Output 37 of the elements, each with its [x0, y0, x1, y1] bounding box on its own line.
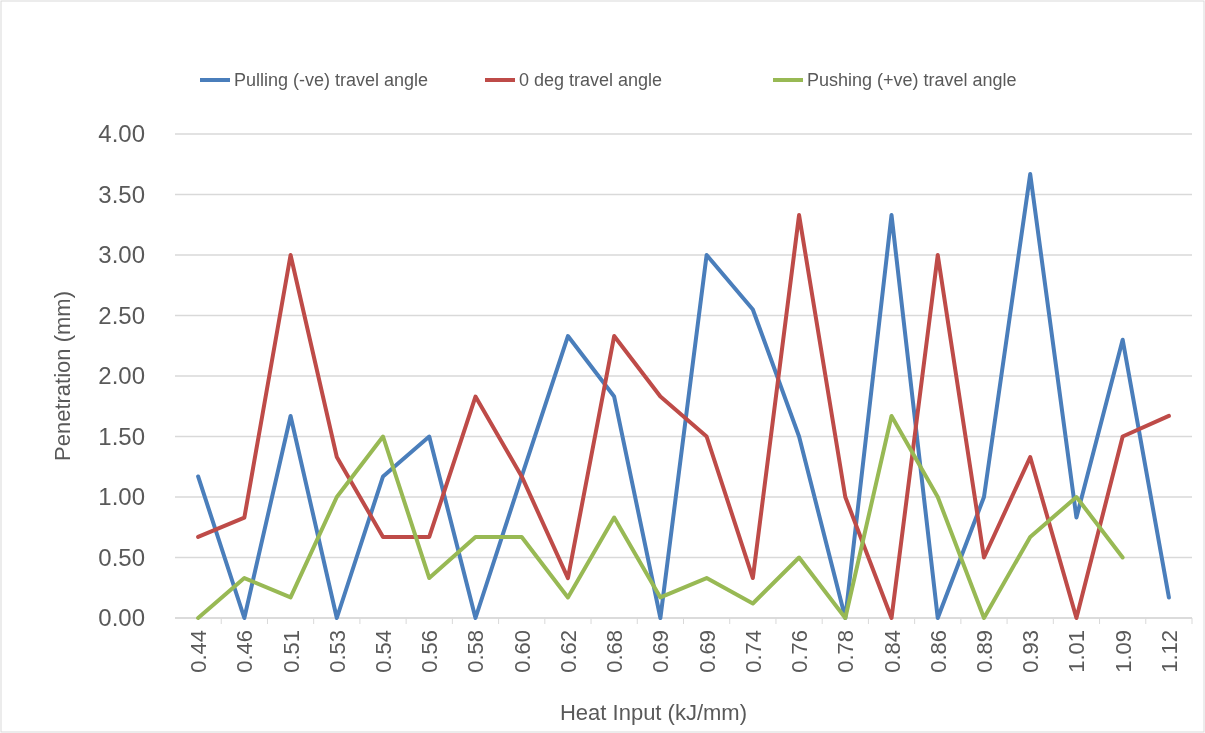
x-tick-label: 0.89 — [971, 630, 997, 673]
legend-label: Pushing (+ve) travel angle — [807, 70, 1017, 91]
x-tick-label: 0.69 — [648, 630, 674, 673]
line-series — [196, 413, 1125, 620]
x-tick-label: 0.60 — [509, 630, 535, 673]
y-tick-label: 0.50 — [98, 543, 145, 571]
x-tick-label: 1.12 — [1156, 630, 1182, 673]
y-tick-label: 3.00 — [98, 241, 145, 269]
x-tick-label: 0.51 — [278, 630, 304, 673]
x-tick-label: 0.56 — [417, 630, 443, 673]
y-tick-label: 4.00 — [98, 120, 145, 148]
y-tick-label: 1.00 — [98, 483, 145, 511]
y-tick-label: 2.50 — [98, 301, 145, 329]
x-axis-title: Heat Input (kJ/mm) — [559, 700, 748, 725]
legend-label: 0 deg travel angle — [519, 70, 663, 91]
x-tick-label: 0.58 — [463, 630, 489, 673]
x-tick-label: 1.01 — [1064, 630, 1090, 673]
y-tick-label: 1.50 — [98, 422, 145, 450]
x-tick-label: 0.76 — [787, 630, 813, 673]
x-tick-label: 0.78 — [833, 630, 859, 673]
y-axis-title: Penetration (mm) — [50, 291, 75, 461]
x-tick-label: 0.62 — [555, 630, 581, 673]
y-tick-label: 2.00 — [98, 362, 145, 390]
x-tick-label: 0.54 — [371, 630, 397, 673]
legend-label: Pulling (-ve) travel angle — [234, 70, 429, 91]
x-tick-label: 0.44 — [186, 630, 212, 673]
y-tick-label: 3.50 — [98, 180, 145, 208]
x-tick-label: 0.86 — [925, 630, 951, 673]
x-tick-label: 0.93 — [1018, 630, 1044, 673]
x-tick-label: 0.84 — [879, 630, 905, 673]
x-tick-label: 0.53 — [324, 630, 350, 673]
x-tick-label: 0.69 — [694, 630, 720, 673]
y-tick-label: 0.00 — [98, 604, 145, 632]
x-tick-label: 0.68 — [602, 630, 628, 673]
x-tick-label: 1.09 — [1110, 630, 1136, 673]
x-tick-label: 0.46 — [232, 630, 258, 673]
x-tick-label: 0.74 — [740, 630, 766, 673]
